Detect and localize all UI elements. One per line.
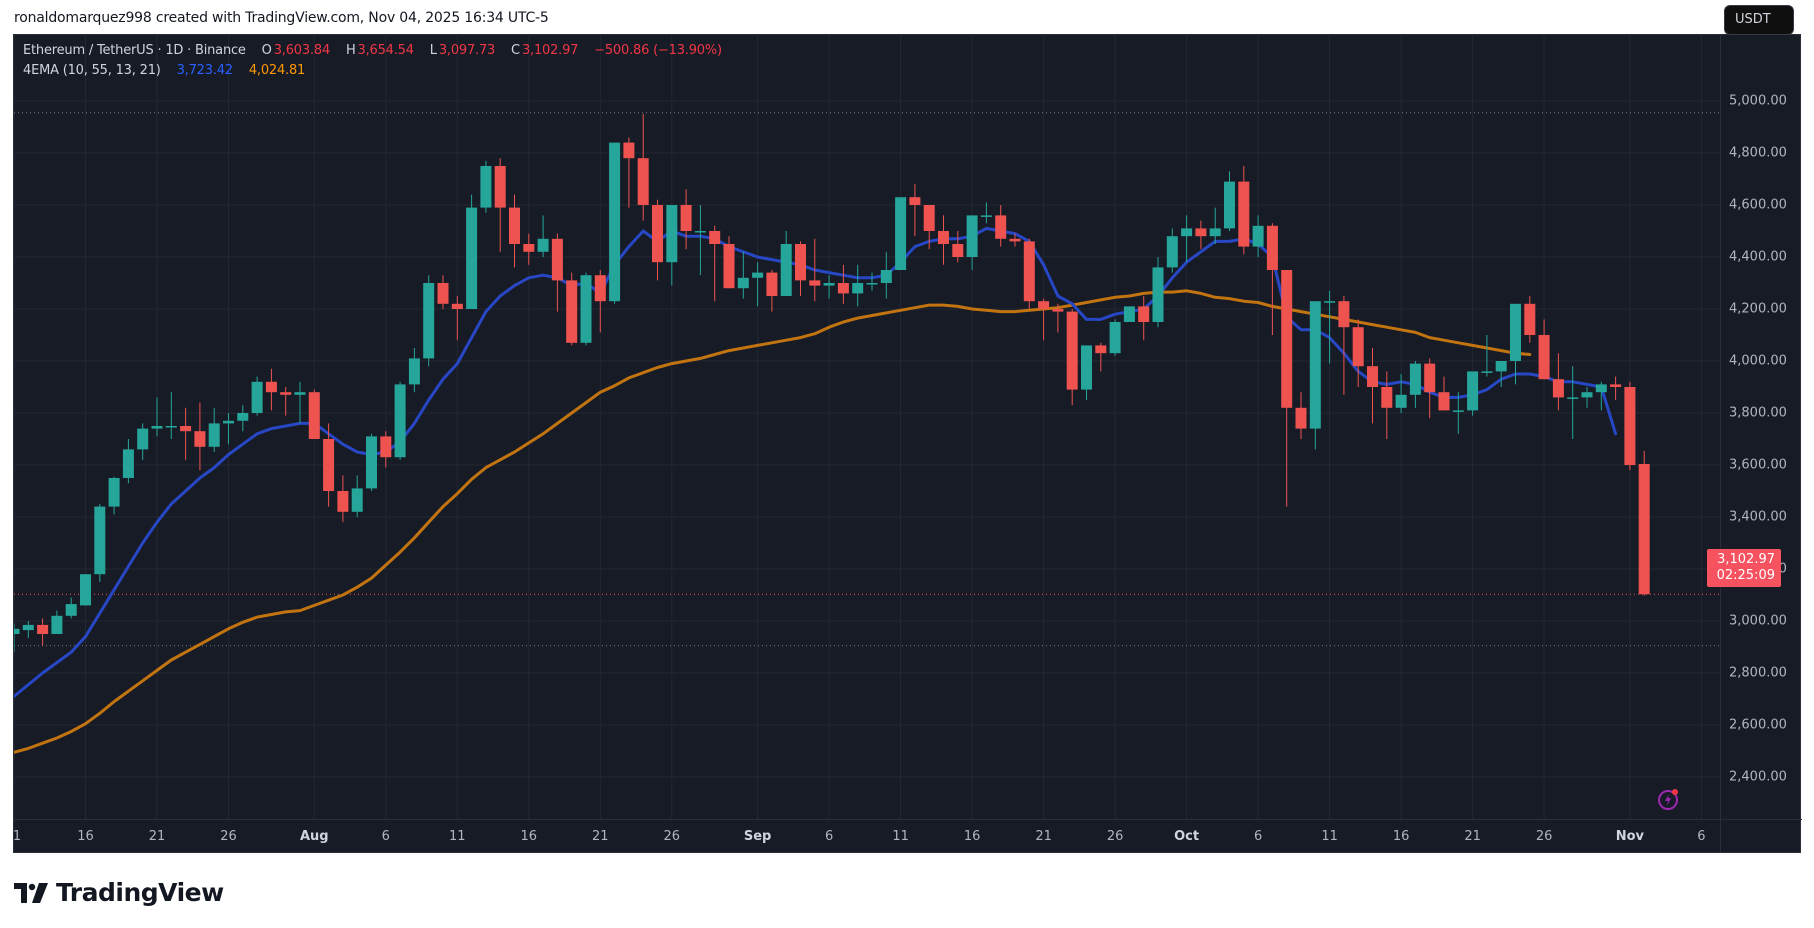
axis-corner bbox=[1720, 819, 1802, 853]
time-tick-label: Sep bbox=[743, 829, 772, 844]
lightning-alert-icon[interactable] bbox=[1657, 787, 1681, 811]
time-tick-label: 6 bbox=[824, 829, 834, 844]
time-tick-label: 6 bbox=[381, 829, 390, 844]
time-tick-label: 21 bbox=[1035, 829, 1052, 844]
candlestick-chart[interactable] bbox=[14, 35, 1720, 819]
time-tick-label: 16 bbox=[520, 829, 538, 844]
chart-legend: Ethereum / TetherUS · 1D · Binance O 3,60… bbox=[23, 41, 724, 81]
price-tick-label: 4,200.00 bbox=[1729, 301, 1787, 317]
price-tick-label: 2,400.00 bbox=[1729, 769, 1787, 785]
high-value: 3,654.54 bbox=[357, 43, 414, 58]
time-tick-label: 11 bbox=[892, 829, 909, 844]
low-value: 3,097.73 bbox=[438, 43, 496, 58]
price-axis[interactable]: 5,000.00 4,800.00 4,600.00 4,400.00 4,200.00… bbox=[1720, 35, 1802, 819]
price-tick-label: 3,400.00 bbox=[1729, 509, 1787, 525]
ohlc-row: Ethereum / TetherUS · 1D · Binance O 3,60… bbox=[23, 41, 724, 61]
open-value: 3,603.84 bbox=[273, 43, 331, 58]
chart-credit: ronaldomarquez998 created with TradingVi… bbox=[14, 10, 549, 26]
high-key: H bbox=[345, 43, 356, 58]
time-tick-label: 26 bbox=[1106, 829, 1124, 844]
close-key: C bbox=[511, 43, 520, 58]
last-price-label: 3,102.97 02:25:09 bbox=[1707, 549, 1781, 587]
time-axis[interactable]: 1 16 21 26 Aug 6 11 16 21 26 Sep 6 11 16 21 26 Oct 6 11 16 2… bbox=[12, 819, 1720, 853]
time-tick-label: 6 bbox=[1253, 829, 1263, 844]
indicator-row: 4EMA (10, 55, 13, 21) 3,723.42 4,024.81 bbox=[23, 61, 724, 81]
currency-button[interactable]: USDT bbox=[1724, 5, 1794, 35]
time-tick-label: 1 bbox=[12, 829, 22, 844]
change-value: −500.86 (−13.90%) bbox=[594, 43, 722, 58]
brand-name: TradingView bbox=[56, 878, 224, 907]
time-tick-label: 21 bbox=[1464, 829, 1481, 844]
time-tick-label: 26 bbox=[220, 829, 237, 844]
low-key: L bbox=[429, 43, 437, 58]
price-tick-label: 2,600.00 bbox=[1729, 717, 1787, 733]
indicator-label[interactable]: 4EMA (10, 55, 13, 21) bbox=[23, 63, 161, 78]
tradingview-logo-icon bbox=[14, 882, 48, 903]
time-tick-label: Nov bbox=[1615, 829, 1645, 844]
open-key: O bbox=[261, 43, 272, 58]
symbol-label[interactable]: Ethereum / TetherUS · 1D · Binance bbox=[23, 43, 246, 58]
price-tick-label: 2,800.00 bbox=[1729, 665, 1787, 681]
time-tick-label: Oct bbox=[1174, 829, 1200, 844]
price-tick-label: 4,400.00 bbox=[1729, 249, 1787, 265]
price-tick-label: 4,000.00 bbox=[1729, 353, 1787, 369]
chart-panel[interactable]: Ethereum / TetherUS · 1D · Binance O 3,60… bbox=[12, 34, 1802, 853]
countdown-timer: 02:25:09 bbox=[1716, 568, 1775, 583]
close-value: 3,102.97 bbox=[521, 43, 579, 58]
last-price-value: 3,102.97 bbox=[1717, 552, 1775, 567]
price-tick-label: 5,000.00 bbox=[1729, 93, 1787, 109]
ema-slow-value: 4,024.81 bbox=[248, 63, 306, 78]
time-tick-label: 6 bbox=[1697, 829, 1706, 844]
time-tick-label: Aug bbox=[299, 829, 329, 844]
time-tick-label: 21 bbox=[592, 829, 609, 844]
price-tick-label: 3,000.00 bbox=[1729, 613, 1787, 629]
time-tick-label: 11 bbox=[449, 829, 466, 844]
time-tick-label: 21 bbox=[148, 829, 166, 844]
time-tick-label: 16 bbox=[963, 829, 981, 844]
price-tick-label: 3,800.00 bbox=[1729, 405, 1787, 421]
time-tick-label: 26 bbox=[663, 829, 681, 844]
price-tick-label: 4,600.00 bbox=[1729, 197, 1787, 213]
time-tick-label: 11 bbox=[1321, 829, 1338, 844]
brand-logo[interactable]: TradingView bbox=[14, 878, 224, 907]
time-tick-label: 16 bbox=[77, 829, 94, 844]
price-tick-label: 4,800.00 bbox=[1729, 145, 1787, 161]
time-tick-label: 16 bbox=[1392, 829, 1410, 844]
price-tick-label: 3,600.00 bbox=[1729, 457, 1787, 473]
plot-area[interactable]: Ethereum / TetherUS · 1D · Binance O 3,60… bbox=[14, 35, 1720, 819]
ema-fast-value: 3,723.42 bbox=[176, 63, 233, 78]
time-tick-label: 26 bbox=[1535, 829, 1553, 844]
